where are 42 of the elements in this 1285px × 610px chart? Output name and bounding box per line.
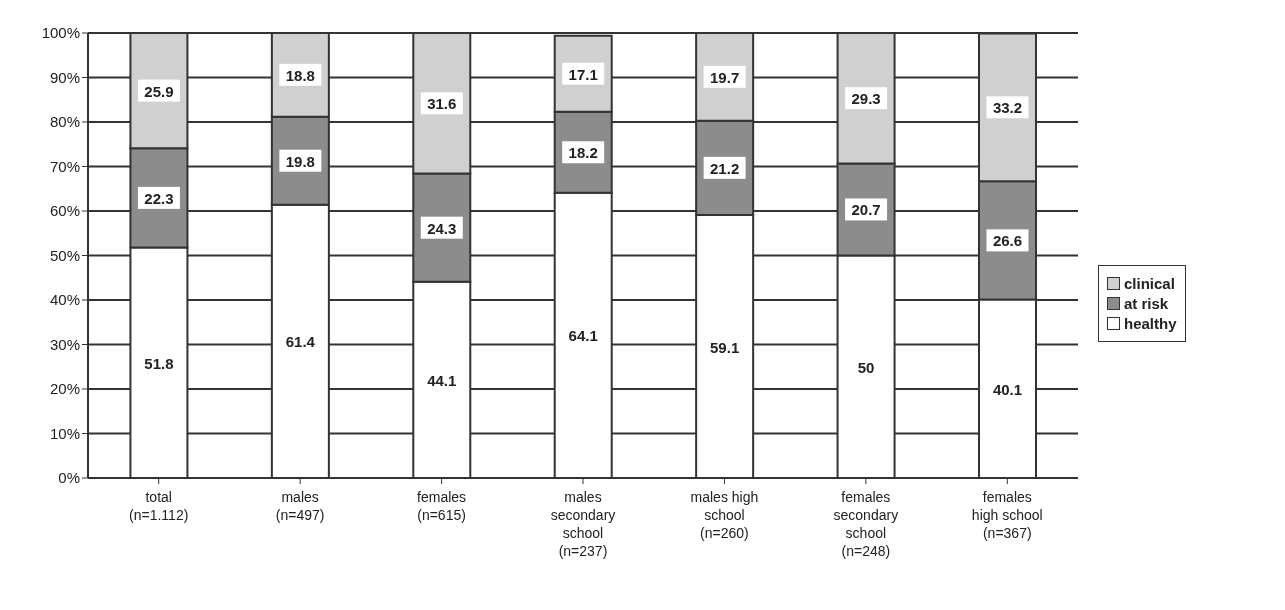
data-label: 18.2 xyxy=(568,144,598,162)
x-tick-label: females secondary school (n=248) xyxy=(833,489,899,559)
data-label: 44.1 xyxy=(427,371,457,389)
y-tick-label: 10% xyxy=(49,424,80,442)
y-tick-label: 30% xyxy=(49,335,80,353)
y-tick-label: 40% xyxy=(49,291,80,309)
legend-label: clinical xyxy=(1124,274,1175,292)
data-label: 21.2 xyxy=(710,159,740,177)
legend-label: healthy xyxy=(1124,314,1177,332)
y-tick-label: 80% xyxy=(49,113,80,131)
data-label: 33.2 xyxy=(992,99,1023,117)
data-label: 29.3 xyxy=(851,90,881,108)
data-label: 64.1 xyxy=(568,327,598,345)
data-label: 20.7 xyxy=(851,201,881,219)
y-tick-label: 70% xyxy=(49,157,80,175)
y-tick-label: 90% xyxy=(49,68,80,86)
y-tick-label: 50% xyxy=(49,246,80,264)
x-tick-label: females high school (n=367) xyxy=(971,489,1043,541)
x-tick-label: total (n=1.112) xyxy=(129,489,189,523)
y-tick-label: 60% xyxy=(49,202,80,220)
x-tick-label: males secondary school (n=237) xyxy=(550,489,616,559)
data-label: 51.8 xyxy=(144,354,174,372)
data-label: 19.8 xyxy=(285,152,315,170)
y-tick-label: 20% xyxy=(49,380,80,398)
data-label: 26.6 xyxy=(992,232,1023,250)
data-label: 31.6 xyxy=(427,95,457,113)
data-label: 50 xyxy=(857,358,875,376)
x-tick-label: females (n=615) xyxy=(417,489,467,523)
x-tick-label: males (n=497) xyxy=(275,489,325,523)
data-label: 19.7 xyxy=(710,68,740,86)
data-label: 17.1 xyxy=(568,65,598,83)
y-tick-label: 0% xyxy=(58,469,80,487)
data-label: 18.8 xyxy=(285,66,315,84)
data-label: 59.1 xyxy=(710,338,740,356)
data-label: 24.3 xyxy=(427,219,457,237)
data-label: 22.3 xyxy=(144,189,174,207)
x-tick-label: males high school (n=260) xyxy=(690,489,759,541)
y-tick-label: 100% xyxy=(41,24,80,42)
legend-label: at risk xyxy=(1124,294,1169,312)
data-label: 25.9 xyxy=(144,82,174,100)
data-label: 61.4 xyxy=(285,333,316,351)
data-label: 40.1 xyxy=(992,380,1023,398)
